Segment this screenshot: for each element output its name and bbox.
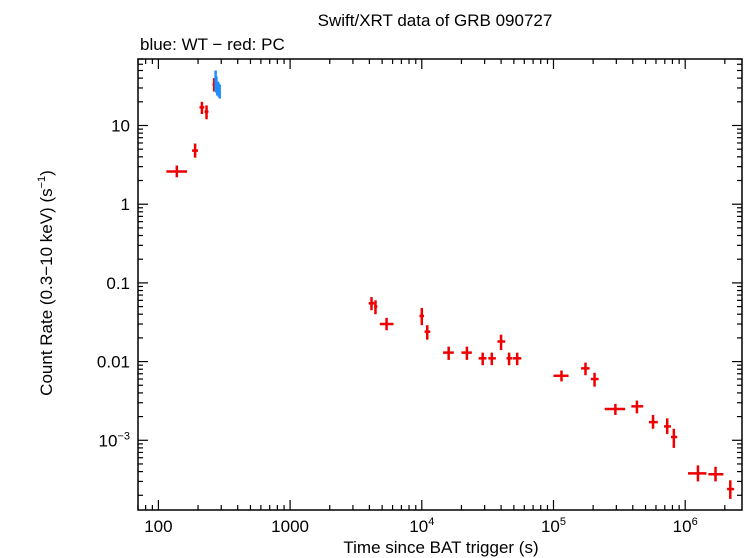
series-pc	[166, 78, 735, 499]
data-point-pc	[478, 352, 487, 366]
x-axis-label: Time since BAT trigger (s)	[343, 538, 538, 557]
y-axis-label-sup: −1	[36, 176, 48, 189]
x-tick-label: 1000	[271, 517, 309, 536]
chart-subtitle: blue: WT − red: PC	[140, 35, 285, 54]
y-axis-label-end: )	[37, 170, 56, 176]
x-tick-label-base: 10	[673, 517, 692, 536]
y-tick-label: 10	[111, 117, 130, 136]
data-point-pc	[368, 297, 375, 311]
data-point-pc	[663, 418, 671, 435]
data-point-pc	[553, 370, 569, 382]
y-tick-label: 10−3	[99, 430, 130, 450]
x-axis: 100 1000 104 105 106	[137, 59, 726, 536]
data-point-wt	[218, 84, 221, 99]
data-point-pc	[506, 352, 513, 366]
data-point-pc	[488, 352, 496, 366]
data-point-pc	[631, 400, 644, 414]
y-tick-label-exp: −3	[117, 430, 130, 442]
data-points	[166, 70, 735, 499]
y-axis-label: Count Rate (0.3−10 keV) (s−1)	[36, 170, 56, 396]
data-point-pc	[670, 428, 678, 448]
data-point-pc	[604, 403, 626, 415]
y-tick-label: 1	[121, 195, 130, 214]
y-tick-label: 0.1	[106, 274, 130, 293]
data-point-pc	[708, 466, 724, 482]
plot-frame	[137, 58, 743, 511]
x-tick-label: 105	[541, 516, 566, 536]
data-point-pc	[461, 346, 472, 360]
x-tick-label: 100	[144, 517, 172, 536]
x-tick-label-exp: 6	[692, 516, 698, 528]
data-point-pc	[424, 325, 431, 340]
y-tick-label-base: 10	[99, 431, 118, 450]
x-tick-label-exp: 4	[428, 516, 434, 528]
data-point-pc	[443, 346, 454, 360]
data-point-pc	[581, 362, 590, 376]
chart-title: Swift/XRT data of GRB 090727	[318, 11, 553, 30]
data-point-pc	[687, 465, 707, 482]
y-tick-label: 0.01	[97, 353, 130, 372]
x-tick-label: 104	[409, 516, 434, 536]
x-tick-label-base: 10	[541, 517, 560, 536]
series-wt	[214, 70, 221, 99]
x-tick-label-exp: 5	[560, 516, 566, 528]
data-point-pc	[192, 143, 199, 158]
data-point-pc	[204, 105, 209, 120]
data-point-pc	[648, 414, 658, 429]
x-tick-label: 106	[673, 516, 698, 536]
data-point-pc	[379, 317, 394, 331]
data-point-pc	[727, 480, 735, 499]
data-point-pc	[497, 334, 506, 351]
data-point-pc	[199, 101, 205, 115]
data-point-pc	[419, 307, 425, 326]
data-point-pc	[166, 165, 188, 178]
data-point-pc	[512, 352, 522, 366]
data-point-pc	[590, 372, 599, 387]
plot-border	[137, 58, 743, 511]
x-tick-label-base: 10	[409, 517, 428, 536]
data-point-pc	[374, 300, 378, 315]
y-axis-label-main: Count Rate (0.3−10 keV) (s	[37, 188, 56, 395]
